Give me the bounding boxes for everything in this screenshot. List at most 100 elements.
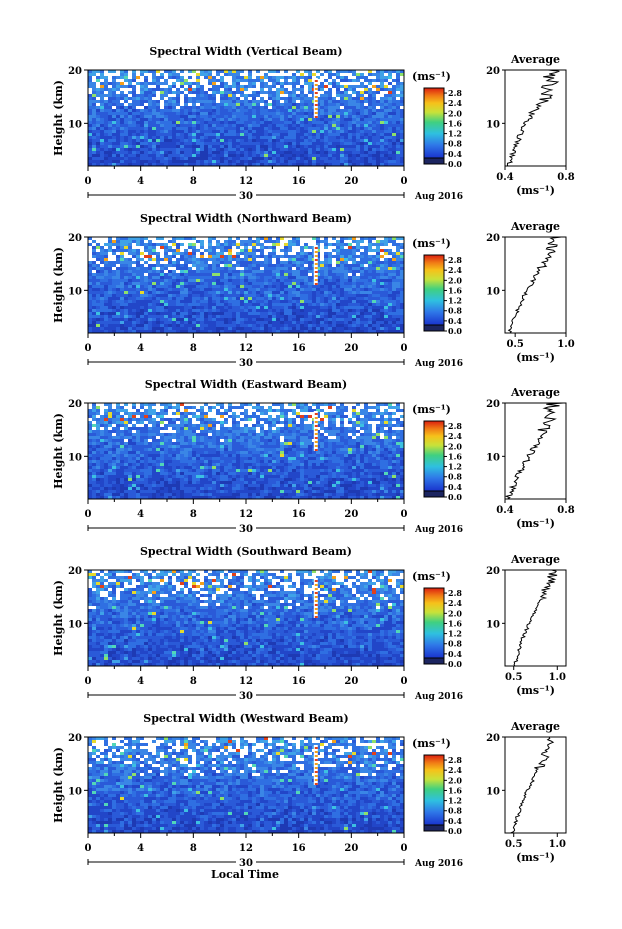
heatmap-cell — [184, 118, 188, 121]
heatmap-cell — [216, 163, 220, 166]
heatmap-cell — [396, 109, 400, 112]
heatmap-cell — [272, 85, 276, 88]
heatmap-cell — [248, 240, 252, 243]
heatmap-cell — [332, 151, 336, 154]
heatmap-cell — [120, 237, 124, 240]
heatmap-cell — [188, 79, 192, 82]
heatmap-cell — [380, 324, 384, 327]
heatmap-cell — [296, 318, 300, 321]
heatmap-cell — [172, 324, 176, 327]
heatmap-cell — [320, 240, 324, 243]
heatmap-cell — [264, 112, 268, 115]
heatmap-cell — [248, 249, 252, 252]
heatmap-cell — [348, 127, 352, 130]
heatmap-cell — [236, 303, 240, 306]
heatmap-cell — [136, 270, 140, 273]
heatmap-cell — [236, 151, 240, 154]
heatmap-cell — [196, 157, 200, 160]
heatmap-cell — [220, 79, 224, 82]
heatmap-cell — [260, 112, 264, 115]
heatmap-cell — [120, 133, 124, 136]
heatmap-cell — [316, 258, 320, 261]
heatmap-cell — [128, 252, 132, 255]
heatmap-cell — [348, 142, 352, 145]
heatmap-cell — [296, 91, 300, 94]
heatmap-cell — [252, 282, 256, 285]
heatmap-cell — [368, 79, 372, 82]
heatmap-cell — [188, 297, 192, 300]
heatmap-cell — [140, 100, 144, 103]
heatmap-cell — [328, 279, 332, 282]
heatmap-cell — [236, 315, 240, 318]
heatmap-cell — [108, 127, 112, 130]
heatmap-cell — [156, 321, 160, 324]
heatmap-cell — [384, 160, 388, 163]
heatmap-cell — [260, 309, 264, 312]
heatmap-cell — [128, 139, 132, 142]
heatmap-cell — [172, 288, 176, 291]
heatmap-cell — [388, 142, 392, 145]
heatmap-cell — [128, 118, 132, 121]
heatmap-cell — [392, 243, 396, 246]
heatmap-cell — [340, 270, 344, 273]
heatmap-cell — [88, 103, 92, 106]
heatmap-cell — [120, 279, 124, 282]
heatmap-cell — [132, 133, 136, 136]
heatmap-cell — [100, 118, 104, 121]
heatmap-cell — [148, 73, 152, 76]
heatmap-cell — [184, 255, 188, 258]
heatmap-cell — [388, 112, 392, 115]
heatmap-cell — [304, 70, 308, 73]
heatmap-cell — [244, 118, 248, 121]
heatmap-cell — [268, 94, 272, 97]
heatmap-cell — [128, 100, 132, 103]
heatmap-cell — [336, 297, 340, 300]
heatmap-cell — [244, 240, 248, 243]
heatmap-cell — [264, 88, 268, 91]
heatmap-cell — [212, 294, 216, 297]
heatmap-cell — [288, 255, 292, 258]
heatmap-cell — [212, 258, 216, 261]
heatmap-cell — [276, 303, 280, 306]
heatmap-cell — [236, 88, 240, 91]
heatmap-cell — [308, 297, 312, 300]
heatmap-cell — [204, 312, 208, 315]
heatmap-cell — [168, 118, 172, 121]
heatmap-cell — [300, 109, 304, 112]
heatmap-cell — [156, 297, 160, 300]
heatmap-cell — [148, 240, 152, 243]
heatmap-cell — [112, 315, 116, 318]
heatmap-cell — [216, 267, 220, 270]
heatmap-cell — [356, 279, 360, 282]
heatmap-cell — [160, 321, 164, 324]
heatmap-cell — [176, 303, 180, 306]
heatmap-cell — [144, 297, 148, 300]
heatmap-cell — [100, 115, 104, 118]
heatmap-cell — [256, 303, 260, 306]
heatmap-cell — [136, 267, 140, 270]
heatmap-cell — [92, 79, 96, 82]
heatmap-cell — [236, 285, 240, 288]
heatmap-cell — [288, 142, 292, 145]
heatmap-cell — [240, 88, 244, 91]
heatmap-cell — [352, 282, 356, 285]
heatmap-cell — [204, 124, 208, 127]
heatmap-cell — [376, 94, 380, 97]
heatmap-cell — [240, 160, 244, 163]
heatmap-cell — [360, 97, 364, 100]
heatmap-cell — [164, 82, 168, 85]
heatmap-cell — [184, 79, 188, 82]
heatmap-cell — [128, 291, 132, 294]
heatmap-cell — [108, 291, 112, 294]
heatmap-cell — [244, 273, 248, 276]
heatmap-cell — [360, 112, 364, 115]
heatmap-cell — [328, 303, 332, 306]
heatmap-cell — [264, 109, 268, 112]
heatmap-cell — [88, 288, 92, 291]
heatmap-cell — [176, 321, 180, 324]
heatmap-cell — [224, 303, 228, 306]
heatmap-cell — [120, 321, 124, 324]
heatmap-cell — [264, 261, 268, 264]
heatmap-cell — [352, 303, 356, 306]
heatmap-cell — [112, 79, 116, 82]
